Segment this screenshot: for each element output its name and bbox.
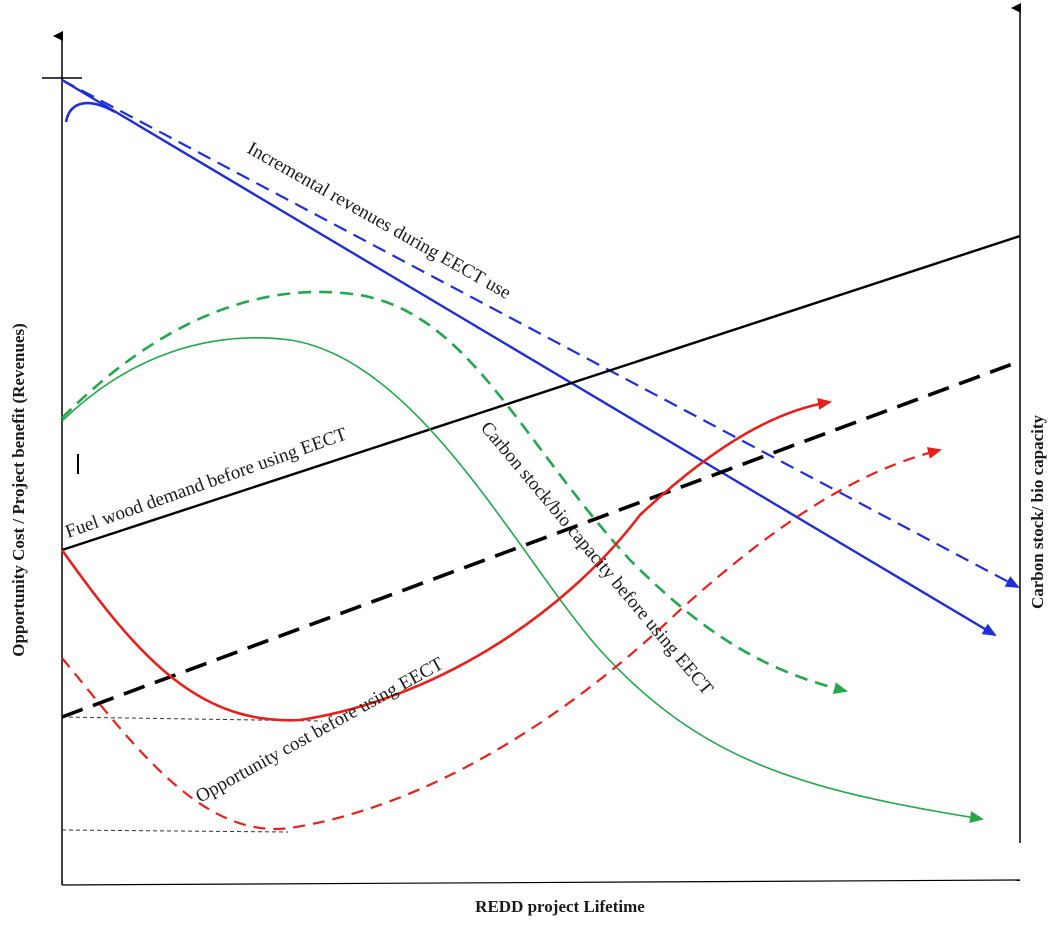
guide-lines	[61, 716, 323, 833]
axis-labels: REDD project Lifetime Opportunity Cost /…	[9, 323, 1047, 916]
guide-line-upper	[61, 716, 323, 722]
opportunity-cost-curves	[60, 397, 942, 831]
fuel-wood-demand-label: Fuel wood demand before using EECT	[63, 424, 350, 543]
opportunity-cost-solid-line	[60, 397, 832, 722]
incremental-revenues-dashed-line	[61, 79, 1020, 588]
opportunity-cost-dashed-line	[61, 447, 942, 831]
incremental-revenues-curves	[61, 78, 1020, 637]
carbon-stock-solid-line	[61, 337, 984, 824]
carbon-stock-curves	[61, 290, 984, 824]
y-left-axis-label: Opportunity Cost / Project benefit (Reve…	[9, 323, 28, 657]
carbon-stock-dashed-line	[61, 290, 848, 694]
y-right-axis-label: Carbon stock/ bio capacity	[1028, 414, 1047, 609]
incremental-revenues-label: Incremental revenues during EECT use	[244, 138, 515, 304]
fuel-wood-demand-dashed-line	[61, 360, 1019, 719]
x-axis	[61, 879, 1021, 886]
guide-line-lower	[61, 829, 289, 833]
axes	[42, 3, 1021, 886]
opportunity-cost-label: Opportunity cost before using EECT	[192, 653, 447, 807]
incremental-revenues-solid-line	[61, 78, 997, 637]
curve-labels: Incremental revenues during EECT use Fue…	[63, 138, 718, 807]
carbon-stock-label: Carbon stock/bio capacity before using E…	[476, 418, 717, 700]
fuel-wood-demand-curves	[61, 234, 1021, 719]
x-axis-label: REDD project Lifetime	[475, 897, 645, 916]
incremental-revenues-start-hook	[64, 101, 116, 123]
fuel-wood-demand-solid-line	[61, 234, 1021, 552]
